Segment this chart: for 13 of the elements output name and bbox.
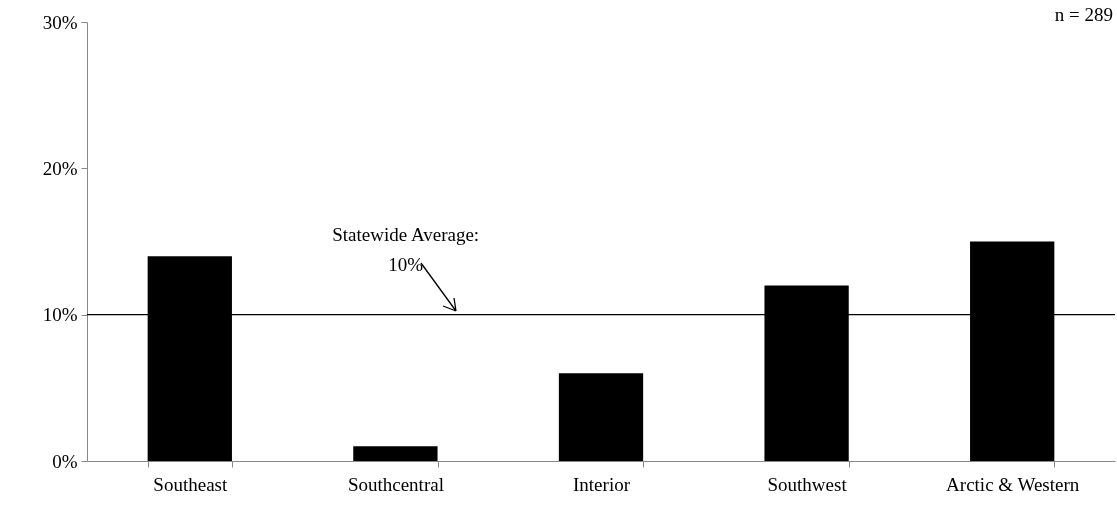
ref-line-label: Statewide Average: 10% (332, 223, 480, 275)
y-tick-label: 10% (42, 304, 78, 326)
y-tick-label: 30% (42, 11, 78, 33)
x-tick-label: Southwest (767, 473, 848, 495)
y-tick-label: 20% (42, 157, 78, 179)
x-tick-label: Interior (573, 473, 631, 495)
x-tick-label: Arctic & Western (946, 473, 1080, 495)
annotation: n = 289 (1054, 4, 1113, 25)
x-tick-label: Southeast (153, 473, 228, 495)
y-tick-label: 0% (52, 450, 78, 472)
bar (558, 373, 644, 461)
x-tick-label: Southcentral (347, 473, 444, 495)
bar (353, 446, 438, 461)
